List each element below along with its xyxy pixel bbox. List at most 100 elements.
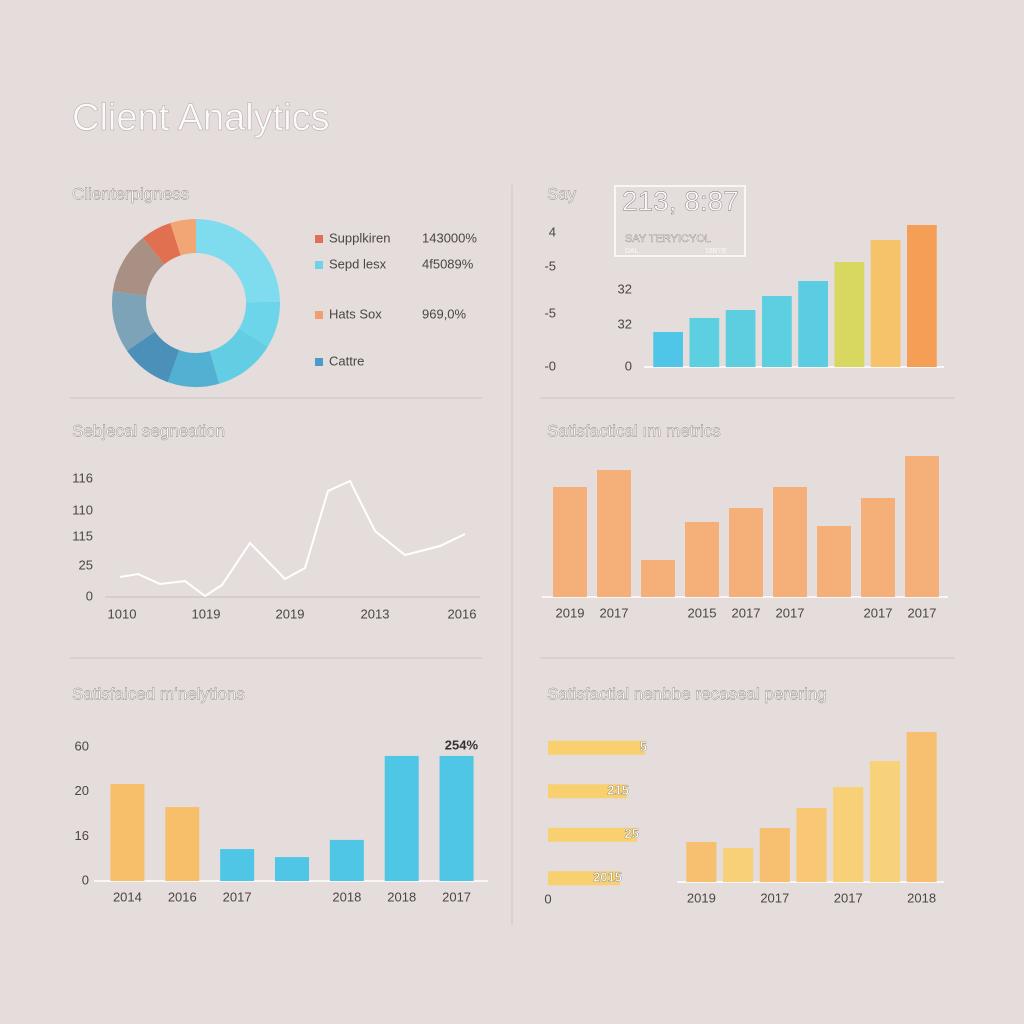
x-tick-label: 2017 — [834, 890, 863, 905]
panel-title: Satisfactical ım metrics — [547, 421, 721, 440]
bar-label: 2015 — [593, 870, 622, 885]
x-tick-label: 1019 — [192, 606, 221, 621]
bar — [725, 310, 756, 367]
legend-label: Supplkiren — [329, 230, 390, 245]
bar — [548, 784, 627, 799]
donut-slice — [126, 331, 180, 383]
bar — [729, 508, 763, 597]
bar — [759, 828, 790, 882]
bar — [553, 487, 587, 597]
legend-label: Hats Sox — [329, 306, 382, 321]
y-tick-label: 20 — [75, 783, 89, 798]
y-tick-label: 16 — [75, 828, 89, 843]
bar — [275, 857, 309, 881]
bar — [796, 808, 827, 882]
bar-label: 215 — [607, 783, 629, 798]
y-tick-label: 25 — [79, 557, 93, 572]
bar — [641, 560, 675, 597]
bar — [834, 262, 865, 367]
bar-annotation: 254% — [445, 737, 479, 752]
x-tick-label: 2016 — [168, 889, 197, 904]
y-tick-label: 4 — [549, 224, 556, 239]
donut-slice — [196, 219, 280, 303]
x-tick-label: 2018 — [387, 889, 416, 904]
legend-value: 143000% — [422, 230, 477, 245]
bar — [653, 332, 683, 367]
bar — [548, 871, 620, 886]
x-tick-label: 0 — [544, 891, 551, 906]
bar — [907, 225, 937, 367]
y2-tick-label: 0 — [625, 358, 632, 373]
donut-slice — [142, 223, 181, 265]
legend-swatch — [315, 358, 323, 366]
y-tick-label: 110 — [72, 502, 93, 517]
x-tick-label: 2017 — [732, 605, 761, 620]
kpi-box — [614, 185, 746, 257]
bar — [723, 848, 754, 882]
bar — [870, 240, 901, 367]
donut-slice — [238, 301, 281, 347]
donut-slice — [170, 219, 196, 256]
kpi-sub: 18BYE — [705, 248, 727, 255]
y-tick-label: 115 — [72, 528, 93, 543]
y-tick-label: 116 — [72, 470, 93, 485]
x-tick-label: 2017 — [776, 605, 805, 620]
bar — [165, 807, 200, 881]
legend-swatch — [315, 311, 323, 319]
bar — [439, 755, 474, 881]
panel-title: Sebjecal segneation — [72, 421, 225, 440]
x-tick-label: 2018 — [907, 890, 936, 905]
donut-slice — [112, 237, 165, 297]
kpi-sub: DAL — [625, 248, 639, 255]
bar-label: 25 — [625, 826, 639, 841]
y-tick-label: -5 — [544, 258, 556, 273]
x-tick-label: 2016 — [448, 606, 477, 621]
bar — [110, 784, 145, 881]
bar — [869, 761, 900, 882]
bar — [773, 487, 807, 597]
legend-swatch — [315, 235, 323, 243]
bar — [762, 296, 792, 367]
bar — [798, 281, 828, 367]
donut-slice — [209, 328, 268, 384]
kpi-label: SAY TERYICYOL — [625, 233, 711, 245]
bar — [548, 740, 645, 755]
bar — [861, 498, 895, 597]
x-tick-label: 2017 — [908, 605, 937, 620]
panel-title: Clienterpigness — [72, 184, 189, 203]
y2-tick-label: 32 — [618, 316, 632, 331]
x-tick-label: 2019 — [687, 890, 716, 905]
donut-slice — [167, 350, 220, 387]
x-tick-label: 2017 — [760, 890, 789, 905]
bar — [686, 842, 717, 882]
y-tick-label: 0 — [86, 588, 93, 603]
legend-value: 969,0% — [422, 306, 467, 321]
panel-title: Satisfaiced mʻnelytions — [72, 684, 245, 703]
y-tick-label: 0 — [82, 872, 89, 887]
bar — [329, 839, 364, 881]
bar-label: 5 — [640, 739, 647, 754]
x-tick-label: 2017 — [223, 889, 252, 904]
x-tick-label: 1010 — [108, 606, 137, 621]
bar — [384, 755, 419, 881]
x-tick-label: 2019 — [276, 606, 305, 621]
y-tick-label: -5 — [544, 305, 556, 320]
legend-label: Cattre — [329, 353, 364, 368]
bar — [906, 732, 937, 882]
y-tick-label: -0 — [544, 358, 556, 373]
x-tick-label: 2017 — [600, 605, 629, 620]
line-series — [119, 479, 466, 598]
x-tick-label: 2015 — [688, 605, 717, 620]
kpi-value: 213, 8:87 — [622, 185, 739, 216]
panel-title: Say — [547, 184, 577, 203]
bar — [548, 827, 637, 842]
x-tick-label: 2013 — [361, 606, 390, 621]
panel-title: Satisfactial nenbbe recaseal perering — [547, 684, 827, 703]
page-title: Client Analytics — [72, 97, 330, 139]
x-tick-label: 2017 — [442, 889, 471, 904]
x-tick-label: 2014 — [113, 889, 142, 904]
donut-slice — [111, 291, 155, 351]
legend-value: 4f5089% — [422, 256, 474, 271]
bar — [905, 456, 939, 597]
